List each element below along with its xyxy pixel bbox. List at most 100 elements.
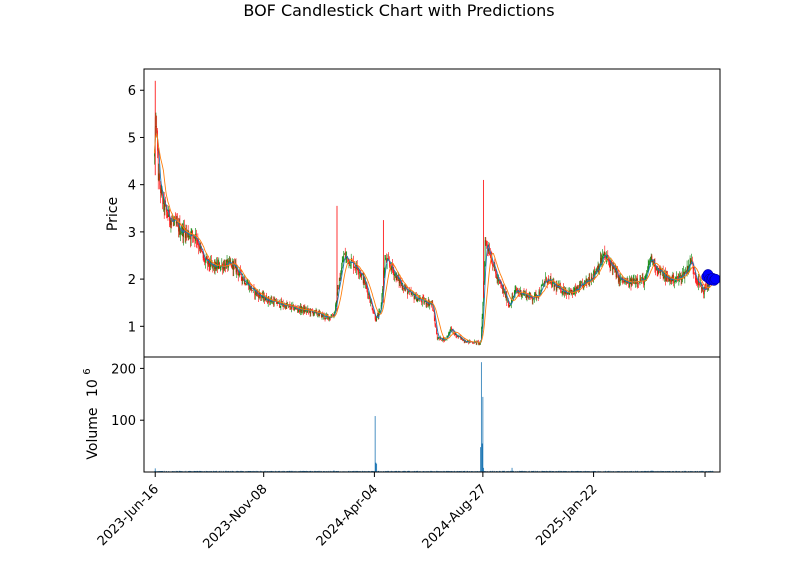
candle-body [334, 311, 336, 315]
candle-body [175, 219, 177, 224]
candle-body [441, 340, 443, 341]
candle-body [504, 290, 505, 294]
candle-body [501, 284, 502, 287]
candle-body [209, 265, 211, 267]
candle-body [702, 287, 704, 291]
volume-bar [550, 470, 552, 472]
candle-body [236, 268, 238, 273]
candle-body [585, 278, 587, 283]
candle-body [543, 284, 544, 285]
candle-body [352, 260, 354, 262]
svg-text:Volume 10: Volume 10 6 [82, 368, 101, 459]
candle-body [196, 233, 197, 241]
candle-body [509, 304, 511, 306]
candle-body [189, 235, 190, 237]
volume-bar [407, 470, 409, 472]
candle-body [359, 271, 360, 274]
volume-y-axis: 100 200 [111, 362, 144, 429]
candle-body [700, 282, 702, 289]
price-y-tick-label: 2 [128, 273, 136, 288]
candle-body [312, 311, 314, 315]
candle-body [685, 271, 686, 273]
candle-body [226, 260, 228, 263]
volume-bar [353, 470, 354, 472]
candle-body [338, 278, 340, 290]
volume-bar [179, 470, 181, 472]
candle-body [332, 315, 333, 316]
candle-body [297, 309, 299, 311]
candle-body [290, 307, 291, 309]
volume-bar [451, 470, 452, 472]
candle-body [167, 215, 169, 217]
candle-body [341, 267, 342, 275]
candle-body [357, 268, 359, 272]
volume-bar [160, 470, 162, 472]
candle-body [686, 271, 687, 273]
candle-body [486, 241, 487, 246]
candle-body [666, 275, 668, 277]
candle-body [552, 281, 553, 287]
volume-bar [563, 470, 565, 472]
candle-body [301, 309, 303, 312]
volume-bar [185, 470, 187, 472]
candle-body [451, 327, 452, 332]
volume-bar [631, 470, 633, 472]
price-y-axis: 1 2 3 4 5 6 [128, 84, 144, 335]
candle-body [203, 257, 205, 259]
candle-body [324, 317, 326, 319]
candle-body [377, 314, 379, 317]
candle-body [162, 193, 164, 205]
volume-bar [532, 470, 534, 472]
candle-body [549, 279, 550, 280]
volume-bar [219, 470, 220, 472]
candle-body [422, 297, 424, 299]
candle-body [326, 315, 327, 317]
candle-body [344, 253, 346, 259]
price-y-tick-label: 4 [128, 179, 136, 194]
candle-body [410, 291, 412, 295]
volume-bar [442, 470, 444, 472]
candle-body [691, 260, 692, 264]
volume-bar [417, 470, 419, 472]
volume-bar [284, 470, 286, 472]
candle-body [297, 308, 298, 311]
candle-body [403, 288, 404, 289]
volume-bar [289, 470, 291, 472]
candle-body [518, 291, 520, 293]
candle-body [561, 291, 562, 293]
volume-bar [159, 470, 161, 472]
candle-body [538, 291, 540, 297]
candle-body [695, 273, 696, 278]
candle-body [283, 306, 285, 307]
volume-bar [403, 470, 405, 472]
candle-body [373, 311, 374, 314]
candle-body [340, 274, 342, 281]
candle-body [604, 251, 606, 257]
volume-bar [196, 470, 198, 472]
candle-body [427, 303, 428, 306]
candle-body [704, 286, 706, 288]
candle-body [648, 264, 650, 265]
volume-bar [652, 470, 654, 472]
candle-body [401, 283, 403, 289]
volume-bar [644, 470, 646, 472]
volume-bar [504, 470, 505, 472]
candle-body [435, 324, 437, 328]
candle-body [339, 278, 341, 281]
volume-bar [257, 470, 259, 472]
candle-body [570, 289, 571, 294]
candle-body [231, 262, 232, 268]
candle-body [653, 259, 655, 266]
candle-body [584, 280, 585, 283]
candle-body [248, 282, 250, 290]
volume-bar [371, 470, 373, 472]
prediction-point [710, 273, 720, 285]
candle-body [412, 292, 413, 294]
volume-bar [584, 470, 586, 472]
volume-bar [303, 470, 305, 472]
candle-body [246, 284, 247, 285]
candle-body [214, 264, 215, 269]
candle-body [573, 290, 575, 292]
candle-body [354, 266, 356, 268]
